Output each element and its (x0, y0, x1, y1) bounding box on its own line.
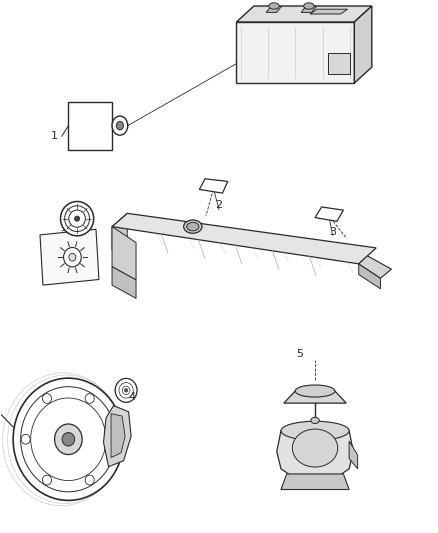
Ellipse shape (55, 424, 82, 455)
Ellipse shape (122, 386, 130, 394)
FancyBboxPatch shape (68, 102, 112, 150)
Ellipse shape (42, 475, 52, 485)
Text: 3: 3 (329, 227, 336, 237)
Polygon shape (40, 229, 99, 285)
Ellipse shape (31, 398, 106, 481)
Polygon shape (112, 213, 376, 264)
Ellipse shape (295, 385, 335, 397)
Ellipse shape (112, 116, 128, 135)
Ellipse shape (106, 434, 116, 444)
Text: 1: 1 (50, 131, 57, 141)
Ellipse shape (65, 206, 89, 231)
Ellipse shape (304, 3, 314, 9)
Polygon shape (199, 179, 228, 193)
Polygon shape (359, 264, 381, 289)
Ellipse shape (85, 475, 94, 485)
Polygon shape (112, 266, 136, 298)
Polygon shape (315, 207, 343, 221)
Ellipse shape (115, 378, 137, 402)
Ellipse shape (69, 210, 85, 227)
Polygon shape (349, 441, 357, 469)
FancyBboxPatch shape (328, 53, 350, 74)
Polygon shape (112, 213, 127, 251)
Polygon shape (237, 6, 372, 22)
Ellipse shape (119, 383, 133, 398)
Text: 5: 5 (296, 349, 303, 359)
Ellipse shape (64, 247, 81, 267)
Text: 4: 4 (128, 392, 135, 402)
Ellipse shape (187, 222, 199, 231)
Polygon shape (266, 6, 282, 12)
Polygon shape (301, 6, 317, 12)
Ellipse shape (60, 201, 94, 236)
Ellipse shape (311, 417, 319, 424)
Ellipse shape (21, 434, 30, 444)
Ellipse shape (292, 429, 338, 467)
Ellipse shape (62, 433, 74, 446)
Polygon shape (111, 414, 125, 458)
Ellipse shape (184, 220, 202, 233)
Polygon shape (310, 9, 348, 14)
Ellipse shape (13, 378, 124, 500)
Ellipse shape (21, 387, 116, 492)
Polygon shape (284, 391, 346, 403)
Ellipse shape (269, 3, 279, 9)
Text: 2: 2 (215, 200, 223, 211)
Ellipse shape (69, 253, 76, 261)
Polygon shape (103, 406, 131, 467)
Ellipse shape (124, 389, 128, 392)
Ellipse shape (117, 122, 124, 130)
Polygon shape (112, 227, 136, 280)
Polygon shape (237, 22, 354, 83)
Ellipse shape (85, 393, 94, 403)
Ellipse shape (281, 421, 349, 440)
Polygon shape (354, 6, 372, 83)
Polygon shape (277, 431, 353, 482)
Polygon shape (281, 474, 349, 489)
Polygon shape (359, 256, 392, 278)
Ellipse shape (42, 393, 52, 403)
Ellipse shape (74, 216, 80, 221)
